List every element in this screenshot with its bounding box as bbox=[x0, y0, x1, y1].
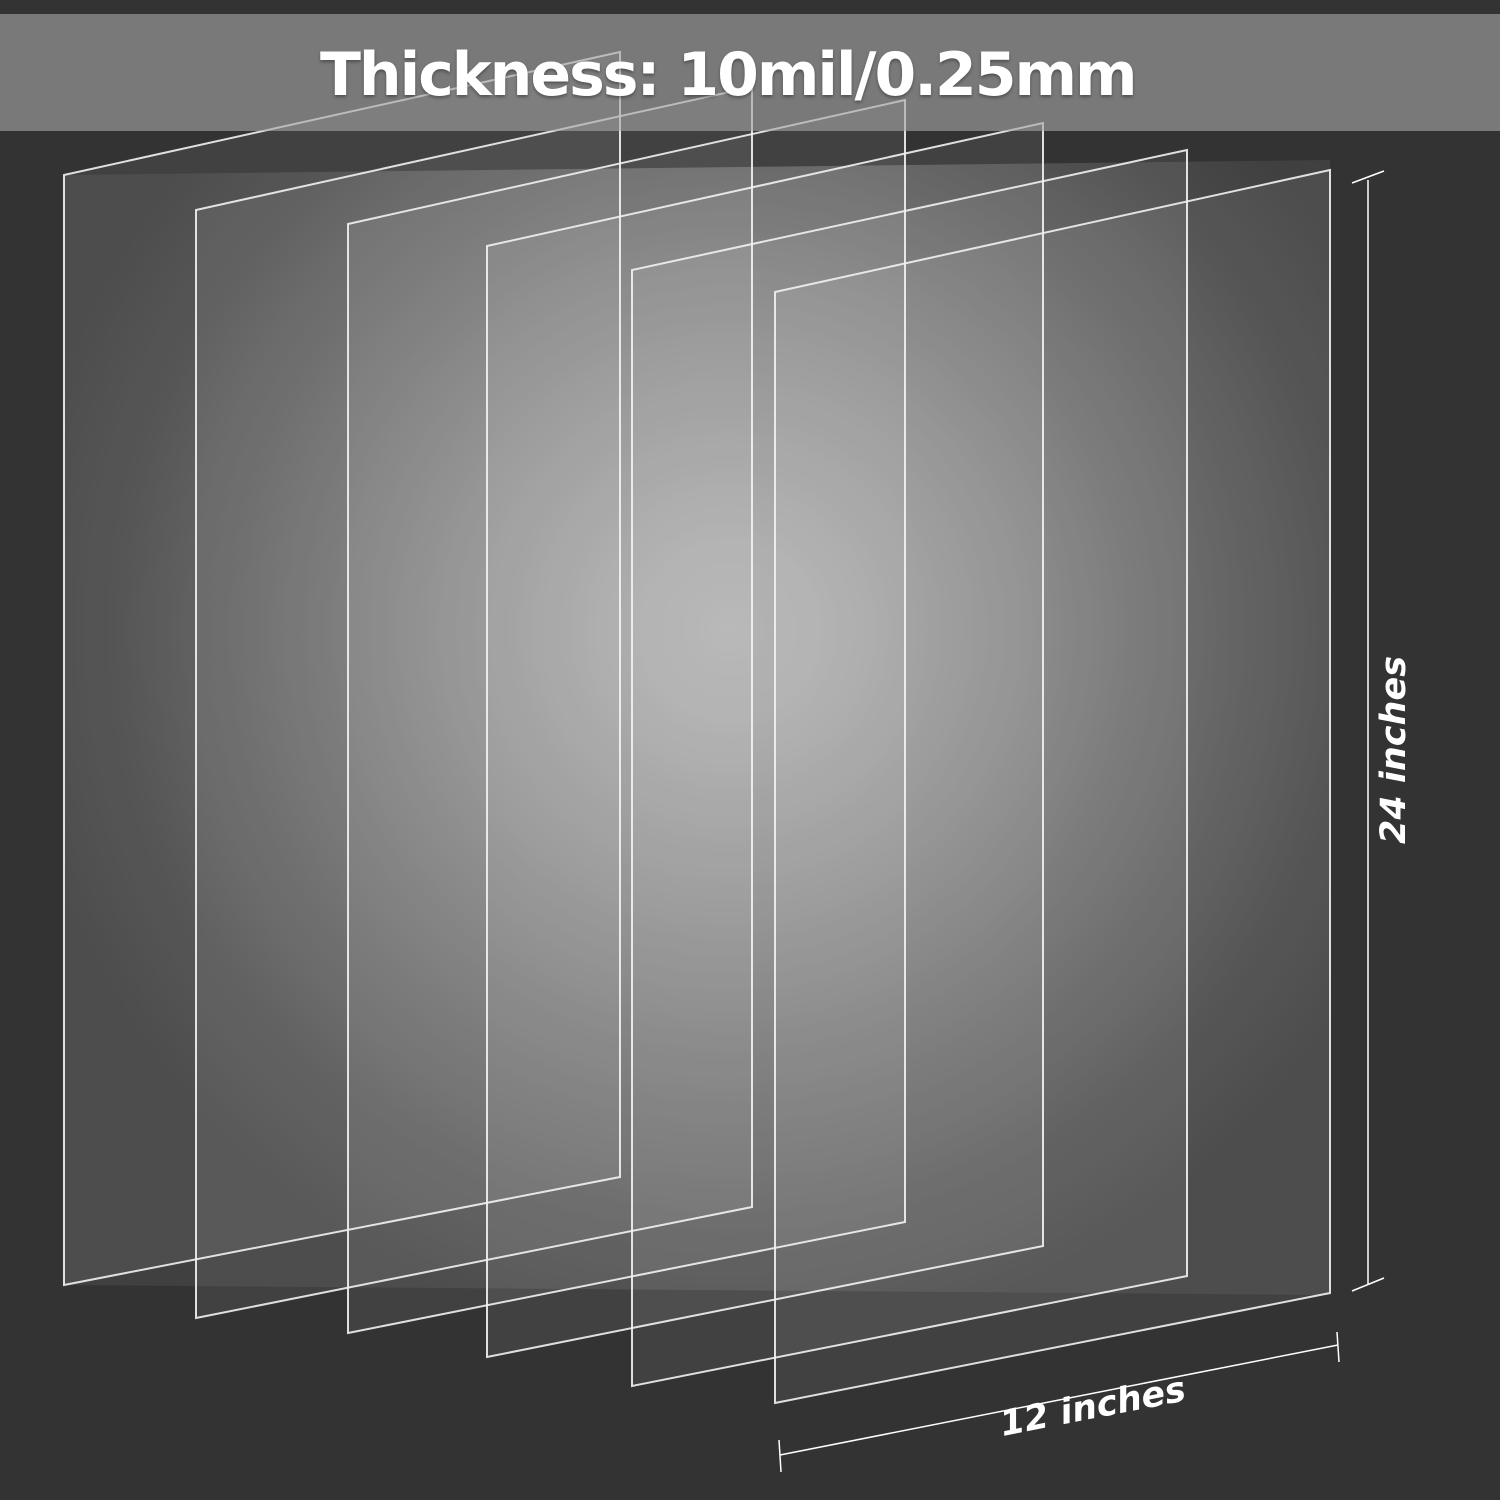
acrylic-sheet-6 bbox=[774, 168, 1331, 1405]
sheet-glow bbox=[64, 160, 1330, 1295]
height-label: 24 inches bbox=[1374, 656, 1414, 844]
width-dimension-tick-right bbox=[1336, 1331, 1340, 1363]
title-banner bbox=[0, 14, 1500, 131]
height-dimension: 24 inches bbox=[1351, 170, 1414, 1292]
width-dimension-tick-left bbox=[778, 1439, 782, 1473]
width-dimension-line bbox=[779, 1344, 1339, 1456]
acrylic-sheet-5 bbox=[631, 148, 1188, 1388]
height-dimension-tick-bottom bbox=[1351, 1277, 1385, 1292]
page-title: Thickness: 10mil/0.25mm bbox=[320, 40, 1138, 110]
acrylic-sheet-4 bbox=[486, 121, 1044, 1359]
height-dimension-tick-top bbox=[1351, 170, 1385, 184]
sheet-stack bbox=[63, 50, 1331, 1405]
